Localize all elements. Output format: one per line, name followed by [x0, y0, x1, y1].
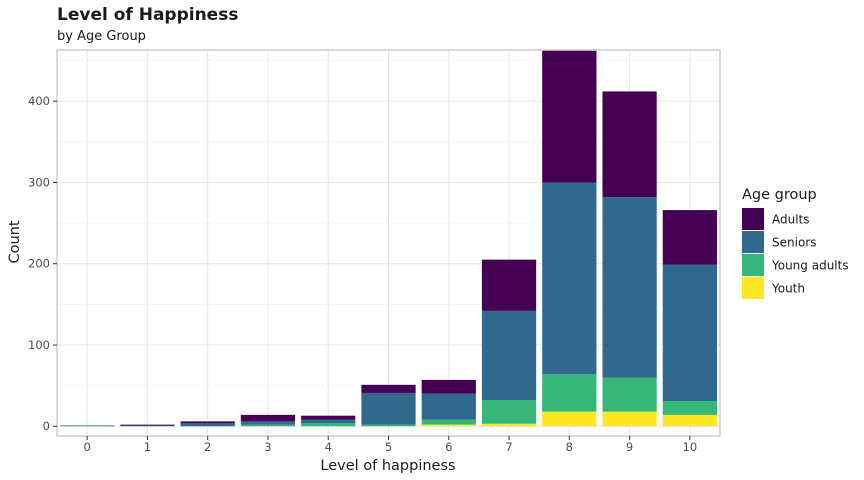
- bar-segment: [542, 182, 597, 375]
- bar-segment: [481, 423, 537, 427]
- bar-segment: [240, 424, 296, 427]
- bar-segment: [602, 411, 657, 427]
- bar-segment: [301, 422, 356, 427]
- bar-segment: [481, 259, 537, 311]
- x-tick-label: 7: [505, 440, 512, 454]
- bar-segment: [301, 419, 356, 423]
- bar-segment: [662, 264, 717, 402]
- bar-segment: [421, 379, 476, 394]
- x-axis-title: Level of happiness: [320, 458, 455, 474]
- bar-segment: [662, 414, 717, 427]
- y-tick-label: 200: [28, 257, 50, 271]
- chart-title: Level of Happiness: [57, 5, 238, 25]
- bar-segment: [120, 425, 175, 427]
- bar-segment: [421, 393, 476, 420]
- y-axis-title: Count: [7, 220, 23, 263]
- legend-key: [742, 231, 764, 253]
- bar-segment: [180, 422, 235, 427]
- bar-segment: [361, 424, 416, 427]
- bar-segment: [662, 401, 717, 415]
- legend-key: [742, 277, 764, 299]
- chart-subtitle: by Age Group: [57, 29, 146, 44]
- legend-label: Youth: [771, 282, 805, 296]
- legend-title: Age group: [742, 187, 817, 203]
- legend-key: [742, 208, 764, 230]
- legend-label: Young adults: [771, 259, 849, 273]
- x-tick-label: 2: [204, 440, 211, 454]
- bar-segment: [240, 421, 296, 425]
- x-tick-label: 6: [445, 440, 452, 454]
- x-axis: 0 1 2 3 4 5 6 7 8 9 10: [83, 436, 697, 454]
- y-axis: 0 100 200 300 400: [28, 94, 57, 433]
- y-tick-label: 100: [28, 338, 50, 352]
- bar-segment: [542, 374, 597, 412]
- bar-segment: [602, 197, 657, 378]
- bar-segment: [662, 210, 717, 265]
- bar-segment: [421, 419, 476, 425]
- bar-segment: [301, 415, 356, 420]
- legend-label: Adults: [772, 213, 810, 227]
- bar-segment: [542, 50, 597, 183]
- x-tick-label: 1: [144, 440, 151, 454]
- legend-key: [742, 254, 764, 276]
- x-tick-label: 10: [683, 440, 698, 454]
- x-tick-label: 0: [83, 440, 90, 454]
- bars: [60, 50, 717, 427]
- bar-segment: [481, 400, 537, 424]
- legend: Age group Adults Seniors Young adults Youth: [742, 187, 849, 299]
- x-tick-label: 4: [325, 440, 332, 454]
- x-tick-label: 8: [566, 440, 573, 454]
- legend-label: Seniors: [772, 236, 816, 250]
- bar-segment: [60, 425, 115, 427]
- bar-segment: [542, 411, 597, 427]
- y-tick-label: 300: [28, 175, 50, 189]
- bar-segment: [180, 421, 235, 423]
- bar-segment: [361, 384, 416, 393]
- bar-segment: [421, 424, 476, 427]
- bar-segment: [602, 91, 657, 198]
- y-tick-label: 0: [43, 419, 50, 433]
- x-tick-label: 3: [264, 440, 271, 454]
- bar-segment: [120, 424, 175, 426]
- y-tick-label: 400: [28, 94, 50, 108]
- x-tick-label: 5: [385, 440, 392, 454]
- bar-segment: [361, 392, 416, 425]
- bar-segment: [602, 377, 657, 412]
- x-tick-label: 9: [626, 440, 633, 454]
- bar-segment: [240, 414, 296, 422]
- bar-segment: [481, 310, 537, 401]
